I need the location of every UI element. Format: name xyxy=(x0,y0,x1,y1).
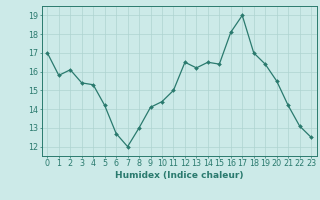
X-axis label: Humidex (Indice chaleur): Humidex (Indice chaleur) xyxy=(115,171,244,180)
